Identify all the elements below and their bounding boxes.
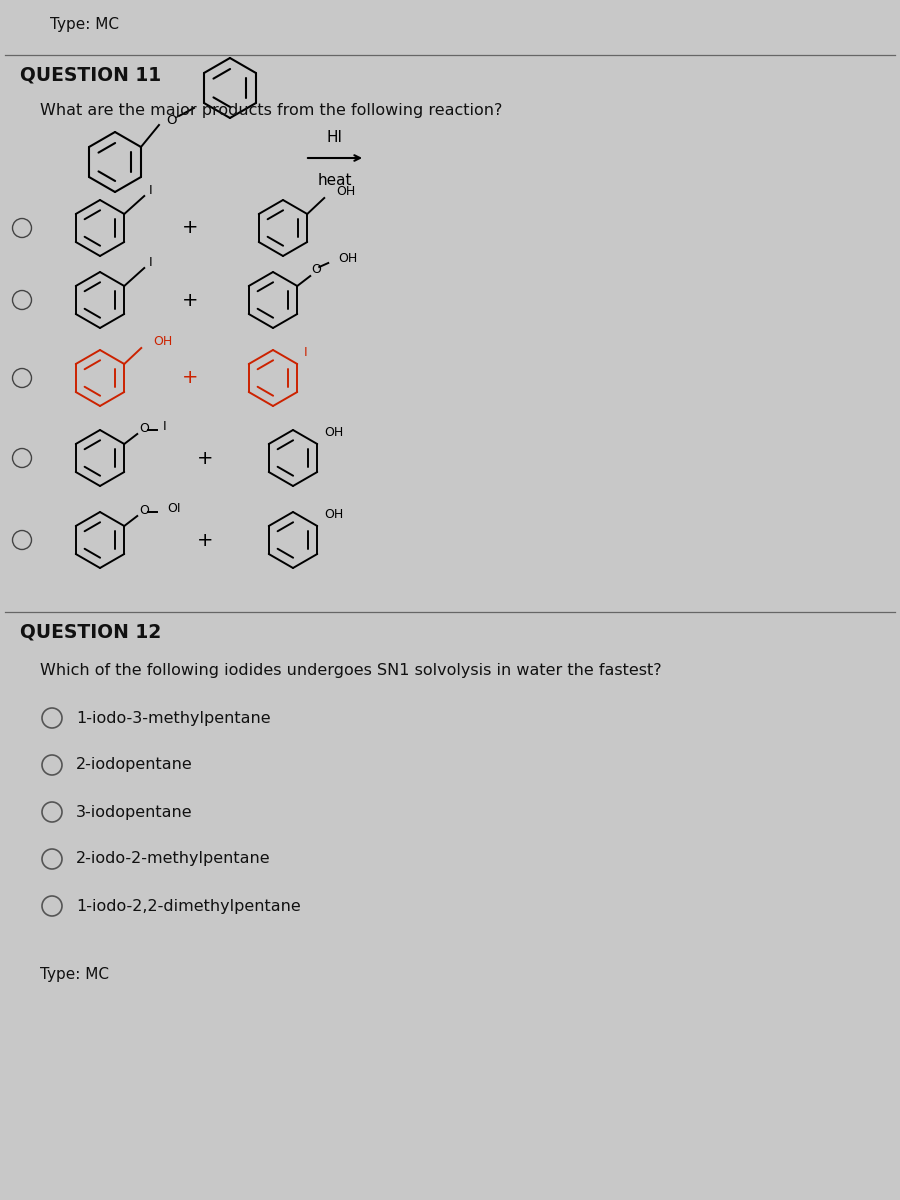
Text: OH: OH — [324, 508, 344, 521]
Text: Type: MC: Type: MC — [50, 18, 119, 32]
Text: 2-iodopentane: 2-iodopentane — [76, 757, 193, 773]
Text: +: + — [182, 368, 198, 388]
Text: I: I — [148, 257, 152, 270]
Text: OH: OH — [324, 426, 344, 438]
Text: 3-iodopentane: 3-iodopentane — [76, 804, 193, 820]
Text: I: I — [162, 420, 166, 432]
Text: heat: heat — [318, 173, 352, 187]
Text: HI: HI — [327, 131, 343, 145]
Text: 1-iodo-3-methylpentane: 1-iodo-3-methylpentane — [76, 710, 271, 726]
Text: O: O — [140, 421, 149, 434]
Text: Which of the following iodides undergoes SN1 solvolysis in water the fastest?: Which of the following iodides undergoes… — [40, 662, 662, 678]
Text: QUESTION 11: QUESTION 11 — [20, 66, 161, 84]
Text: Type: MC: Type: MC — [40, 967, 109, 983]
Text: +: + — [182, 290, 198, 310]
Text: +: + — [197, 530, 213, 550]
Text: OI: OI — [167, 502, 181, 515]
Text: +: + — [197, 449, 213, 468]
Text: OH: OH — [153, 336, 173, 348]
Text: 2-iodo-2-methylpentane: 2-iodo-2-methylpentane — [76, 852, 271, 866]
Text: I: I — [148, 185, 152, 198]
Text: OH: OH — [338, 252, 357, 265]
Text: QUESTION 12: QUESTION 12 — [20, 623, 161, 642]
Text: O: O — [140, 504, 149, 516]
Text: I: I — [303, 346, 307, 359]
Text: +: + — [182, 218, 198, 238]
Text: What are the major products from the following reaction?: What are the major products from the fol… — [40, 102, 502, 118]
Text: OH: OH — [337, 186, 356, 198]
Text: 1-iodo-2,2-dimethylpentane: 1-iodo-2,2-dimethylpentane — [76, 899, 301, 913]
Text: O: O — [166, 114, 177, 126]
Text: O: O — [311, 264, 321, 276]
